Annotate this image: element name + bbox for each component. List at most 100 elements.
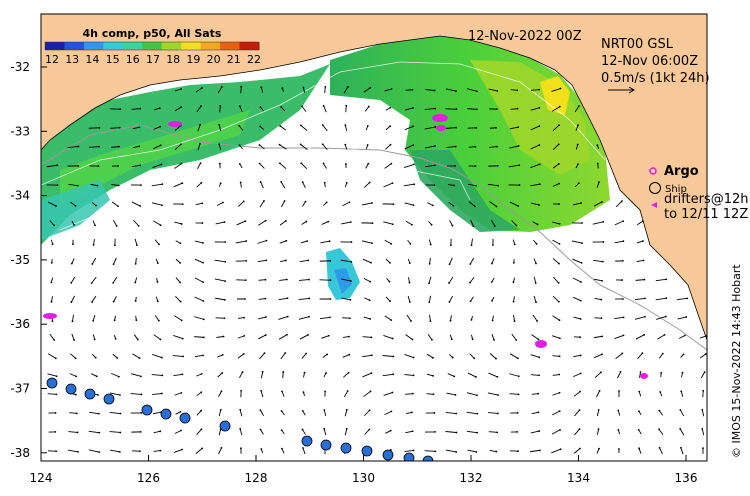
current-vector bbox=[49, 333, 55, 341]
current-vector-head bbox=[455, 451, 458, 453]
current-vector-head bbox=[220, 390, 223, 393]
current-vector-head bbox=[349, 221, 352, 223]
current-vector-head bbox=[469, 300, 472, 303]
argo-markers bbox=[43, 114, 648, 379]
current-vector-head bbox=[286, 297, 289, 300]
current-vector-head bbox=[658, 428, 660, 431]
current-vector-head bbox=[469, 281, 471, 284]
colorbar-label: 16 bbox=[126, 53, 140, 66]
y-axis: -32 -33 -34 -35 -36 -37 -38 bbox=[10, 60, 47, 460]
current-vector-head bbox=[665, 297, 668, 300]
current-vector-head bbox=[369, 86, 372, 89]
current-vector bbox=[240, 86, 242, 94]
drifter-point bbox=[361, 445, 373, 457]
current-vector-head bbox=[621, 352, 624, 355]
current-vector bbox=[153, 126, 161, 130]
current-vector-head bbox=[390, 410, 393, 413]
current-vector bbox=[218, 409, 222, 417]
current-vector bbox=[572, 258, 582, 264]
current-vector-head bbox=[347, 371, 350, 374]
current-vector-head bbox=[96, 184, 99, 187]
current-vector-head bbox=[242, 200, 245, 203]
current-vector bbox=[344, 428, 348, 436]
current-vector-head bbox=[245, 240, 248, 242]
current-vector-head bbox=[221, 372, 224, 374]
current-vector-head bbox=[538, 106, 541, 109]
current-vector bbox=[215, 297, 225, 301]
current-vector bbox=[552, 392, 560, 396]
current-vector-head bbox=[77, 164, 80, 167]
drifter-point bbox=[141, 404, 153, 416]
colorbar-segment bbox=[45, 42, 65, 50]
shelf-contour bbox=[41, 124, 707, 351]
current-vector bbox=[446, 392, 456, 396]
current-vector-head bbox=[491, 319, 494, 322]
current-vector-head bbox=[263, 352, 266, 355]
current-vector-head bbox=[621, 259, 624, 262]
current-vector-head bbox=[388, 280, 391, 283]
current-vector bbox=[445, 431, 457, 433]
current-vector-head bbox=[597, 428, 600, 431]
current-vector-head bbox=[518, 184, 521, 186]
current-vector bbox=[281, 391, 285, 397]
current-vector-head bbox=[140, 393, 143, 396]
current-vector bbox=[466, 430, 478, 434]
current-vector-head bbox=[371, 202, 373, 204]
current-vector-head bbox=[638, 447, 640, 450]
current-vector bbox=[426, 353, 434, 359]
current-vector bbox=[110, 449, 120, 453]
current-vector bbox=[634, 316, 646, 320]
current-vector bbox=[487, 392, 499, 396]
current-vector bbox=[153, 430, 161, 434]
current-vector-head bbox=[75, 412, 78, 415]
current-vector bbox=[130, 393, 142, 395]
current-vector bbox=[511, 333, 517, 341]
current-vector bbox=[488, 372, 498, 378]
current-vector-head bbox=[223, 221, 226, 223]
current-vector bbox=[363, 277, 371, 283]
current-vector-head bbox=[159, 224, 162, 227]
current-vector bbox=[594, 371, 602, 379]
current-vector-head bbox=[455, 412, 458, 415]
current-vector bbox=[468, 201, 476, 207]
colorbar-segment bbox=[239, 42, 260, 50]
current-vector-head bbox=[369, 318, 372, 320]
current-vector bbox=[197, 143, 201, 151]
current-vector bbox=[341, 221, 351, 225]
current-vector-head bbox=[663, 334, 666, 336]
current-vector-head bbox=[470, 319, 473, 321]
current-vector-head bbox=[202, 300, 205, 302]
current-vector bbox=[575, 124, 579, 132]
current-vector bbox=[111, 146, 119, 148]
current-vector bbox=[259, 144, 265, 150]
current-vector-head bbox=[370, 372, 373, 375]
current-vector-head bbox=[308, 315, 310, 318]
current-vector-head bbox=[283, 200, 286, 202]
current-vector-head bbox=[576, 143, 579, 146]
current-vector-head bbox=[259, 428, 262, 431]
current-vector-head bbox=[117, 375, 120, 378]
current-vector bbox=[323, 428, 327, 436]
legend-argo: Argo bbox=[664, 164, 699, 179]
current-vector bbox=[573, 354, 581, 358]
legend-drifters-range: to 12/11 12Z bbox=[664, 207, 748, 222]
current-vector-head bbox=[180, 143, 182, 146]
current-vector bbox=[488, 88, 498, 92]
current-vector bbox=[260, 390, 264, 398]
current-vector-head bbox=[238, 163, 241, 165]
current-vector bbox=[571, 240, 583, 244]
current-vector-head bbox=[239, 408, 242, 411]
current-vector bbox=[701, 428, 705, 436]
current-vector-head bbox=[453, 375, 456, 378]
current-vector-head bbox=[322, 162, 325, 165]
current-vector bbox=[384, 163, 392, 169]
current-vector-head bbox=[448, 301, 451, 303]
current-vector bbox=[300, 144, 308, 150]
current-vector-head bbox=[200, 391, 203, 394]
current-vector-head bbox=[326, 353, 329, 356]
current-vector bbox=[344, 125, 348, 131]
current-vector bbox=[445, 88, 457, 92]
current-vector bbox=[109, 431, 121, 433]
current-vector-head bbox=[181, 182, 184, 185]
colorbar-label: 22 bbox=[247, 53, 261, 66]
